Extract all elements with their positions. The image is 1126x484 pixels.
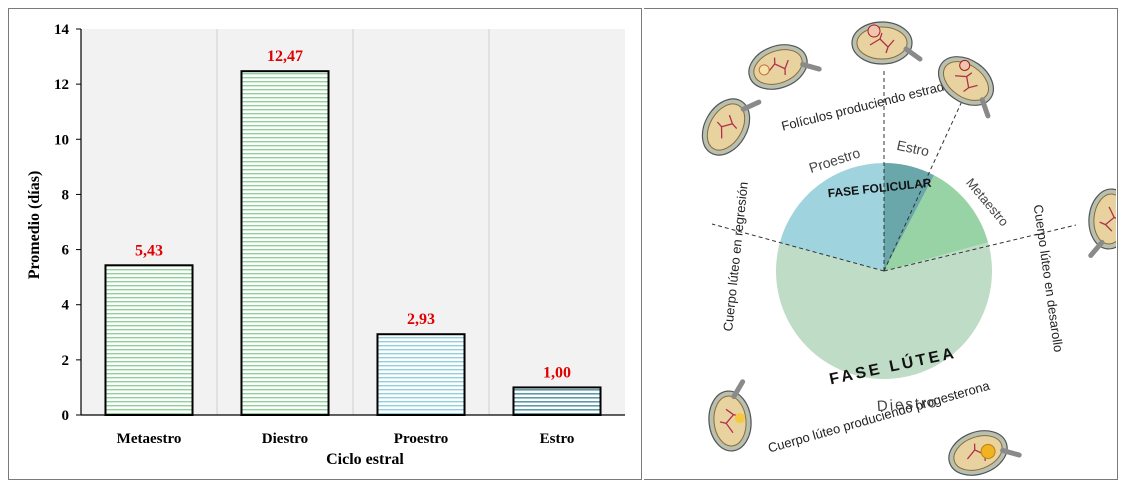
stage-diestro: Diestro xyxy=(876,394,939,415)
bar-metaestro xyxy=(104,264,194,416)
ovary-icon xyxy=(743,34,821,97)
x-tick-label: Diestro xyxy=(262,431,308,447)
x-axis-title: Ciclo estral xyxy=(326,451,404,468)
x-tick-label: Metaestro xyxy=(117,431,182,447)
x-tick-label: Proestro xyxy=(394,431,448,447)
y-tick-label: 2 xyxy=(62,353,70,369)
stage-estro: Estro xyxy=(895,137,930,159)
bar-estro xyxy=(512,386,602,416)
y-tick-label: 6 xyxy=(62,243,70,259)
ovary-icon xyxy=(706,381,754,452)
y-tick-label: 14 xyxy=(54,22,70,38)
data-label: 1,00 xyxy=(543,364,571,381)
data-label: 2,93 xyxy=(407,311,435,328)
ovary-icon xyxy=(929,47,1009,120)
label-cuerpo-luteo-regresion: Cuerpo lúteo en regresión xyxy=(720,181,751,332)
label-foliculos-estradiol: Folículos produciendo estradiol xyxy=(780,76,958,134)
bar-diestro xyxy=(240,70,330,416)
y-axis-title: Promedio (días) xyxy=(26,171,43,280)
x-tick-label: Estro xyxy=(540,431,575,447)
ovary-icon xyxy=(852,22,920,64)
ovary-icon xyxy=(693,84,763,164)
cycle-diagram-svg: FASE FOLICULAR FASE LÚTEA Proestro Estro… xyxy=(644,9,1116,479)
y-tick-label: 10 xyxy=(54,132,69,148)
y-tick-label: 12 xyxy=(54,77,69,93)
bar-chart: 0 2 4 6 8 10 12 14 5,43 12,47 2,93 1,00 Metaestro D… xyxy=(26,22,625,468)
y-tick-label: 4 xyxy=(62,298,70,314)
bar-proestro xyxy=(376,333,466,417)
label-cuerpo-luteo-desarrollo: Cuerpo lúteo en desarollo xyxy=(1031,204,1067,354)
estrous-cycle-diagram: FASE FOLICULAR FASE LÚTEA Proestro Estro… xyxy=(644,8,1118,480)
y-tick-label: 8 xyxy=(62,187,70,203)
ovary-icon xyxy=(1086,187,1116,258)
data-label: 5,43 xyxy=(135,242,163,259)
data-label: 12,47 xyxy=(267,48,303,65)
y-tick-label: 0 xyxy=(62,408,70,424)
ovary-icon xyxy=(943,420,1021,479)
bar-chart-panel: 0 2 4 6 8 10 12 14 5,43 12,47 2,93 1,00 Metaestro D… xyxy=(8,8,642,480)
